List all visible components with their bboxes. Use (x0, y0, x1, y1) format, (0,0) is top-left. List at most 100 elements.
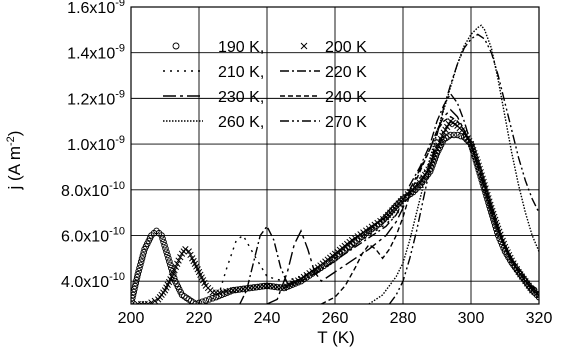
circle-marker (392, 202, 400, 210)
cross-marker (171, 267, 178, 274)
y-tick-label: 1.0x10-9 (67, 134, 125, 154)
circle-marker (199, 298, 206, 304)
cross-marker (354, 233, 361, 240)
circle-marker (161, 242, 168, 249)
y-tick-label: 6.0x10-10 (61, 225, 125, 245)
x-tick-label: 220 (186, 310, 213, 327)
cross-marker (182, 246, 189, 253)
y-tick-label: 1.2x10-9 (67, 88, 125, 108)
cross-marker (433, 145, 441, 152)
circle-marker (192, 300, 199, 304)
x-tick-label: 200 (118, 310, 145, 327)
series-line (388, 33, 539, 304)
circle-marker (133, 276, 140, 284)
legend: 190 K, 200 K 210 K, 220 K 230 K, 240 K 260 K, 2… (163, 39, 367, 131)
cross-marker (535, 291, 539, 299)
circle-marker (162, 245, 169, 252)
circle-marker (447, 131, 454, 139)
circle-marker (467, 140, 475, 148)
circle-marker (131, 294, 136, 302)
y-axis-title-close: ) (5, 131, 24, 137)
circle-marker (166, 258, 173, 265)
cross-marker (175, 257, 182, 264)
legend-label-6: 240 K (325, 89, 367, 106)
circle-marker (131, 282, 139, 290)
cross-marker (357, 231, 364, 238)
y-axis-title-main: j (A m (5, 146, 24, 190)
legend-label-3: 210 K, (218, 64, 264, 81)
cross-marker (300, 42, 308, 50)
x-tick-label: 260 (322, 310, 349, 327)
cross-marker (148, 299, 155, 304)
cross-marker (374, 219, 381, 227)
x-axis-ticks: 200 220 240 260 280 300 320 (118, 310, 553, 327)
x-tick-label: 300 (458, 310, 485, 327)
circle-marker (454, 131, 461, 139)
legend-label-7: 260 K, (218, 114, 264, 131)
y-tick-label: 4.0x10-10 (61, 271, 125, 291)
series-line (205, 120, 539, 304)
circle-marker (380, 216, 387, 223)
circle-marker (164, 251, 171, 259)
circle-marker (131, 288, 137, 296)
series-line (239, 92, 539, 304)
cross-marker (360, 229, 367, 236)
cross-marker (368, 223, 375, 230)
circle-marker (283, 283, 291, 291)
y-tick-label: 8.0x10-10 (61, 180, 125, 200)
y-axis-title-group: j (A m-2) (5, 131, 24, 191)
cross-marker (172, 263, 180, 271)
circle-marker (135, 267, 142, 275)
circle-marker (131, 291, 137, 299)
x-tick-label: 240 (254, 310, 281, 327)
cross-marker (151, 297, 158, 304)
x-tick-label: 320 (526, 310, 553, 327)
cross-marker (436, 139, 443, 146)
cross-marker (380, 215, 387, 223)
circle-marker (457, 132, 465, 140)
legend-label-1: 190 K, (218, 39, 264, 56)
cross-marker (185, 248, 192, 255)
series-8 (388, 33, 539, 304)
circle-marker (160, 238, 167, 246)
cross-marker (174, 260, 181, 267)
x-axis-title: T (K) (317, 328, 354, 347)
y-axis-title-exponent: -2 (5, 136, 17, 146)
plot-frame (130, 6, 540, 305)
series-6 (321, 115, 539, 304)
cross-marker (300, 273, 307, 281)
cross-marker (435, 142, 442, 149)
cross-marker (439, 132, 446, 140)
circle-marker (195, 299, 203, 304)
circle-marker (226, 288, 234, 295)
circle-marker (165, 255, 172, 262)
circle-marker (172, 42, 180, 50)
legend-label-5: 230 K, (218, 89, 264, 106)
series-layer (131, 24, 539, 304)
circle-marker (134, 271, 142, 278)
circle-marker (450, 131, 458, 139)
circle-marker (163, 248, 170, 256)
circle-marker (212, 293, 220, 301)
circle-marker (158, 232, 165, 239)
y-axis-ticks: 4.0x10-10 6.0x10-10 8.0x10-10 1.0x10-9 1.2x1… (61, 0, 125, 291)
cross-marker (187, 251, 194, 259)
x-tick-label: 280 (390, 310, 417, 327)
series-line (321, 115, 539, 304)
series-4 (239, 92, 539, 304)
circle-marker (159, 235, 166, 242)
circle-marker (140, 249, 147, 256)
circle-marker (209, 295, 216, 302)
circle-marker (133, 274, 141, 281)
cross-marker (445, 120, 453, 128)
cross-marker (168, 273, 175, 280)
cross-marker (371, 221, 378, 228)
legend-label-8: 270 K (325, 114, 367, 131)
cross-marker (363, 227, 370, 234)
y-tick-label: 1.6x10-9 (67, 0, 125, 17)
grid-lines (131, 7, 539, 304)
cross-marker (437, 135, 445, 143)
series-3 (205, 120, 539, 304)
circle-marker (395, 200, 402, 207)
circle-marker (139, 252, 147, 259)
